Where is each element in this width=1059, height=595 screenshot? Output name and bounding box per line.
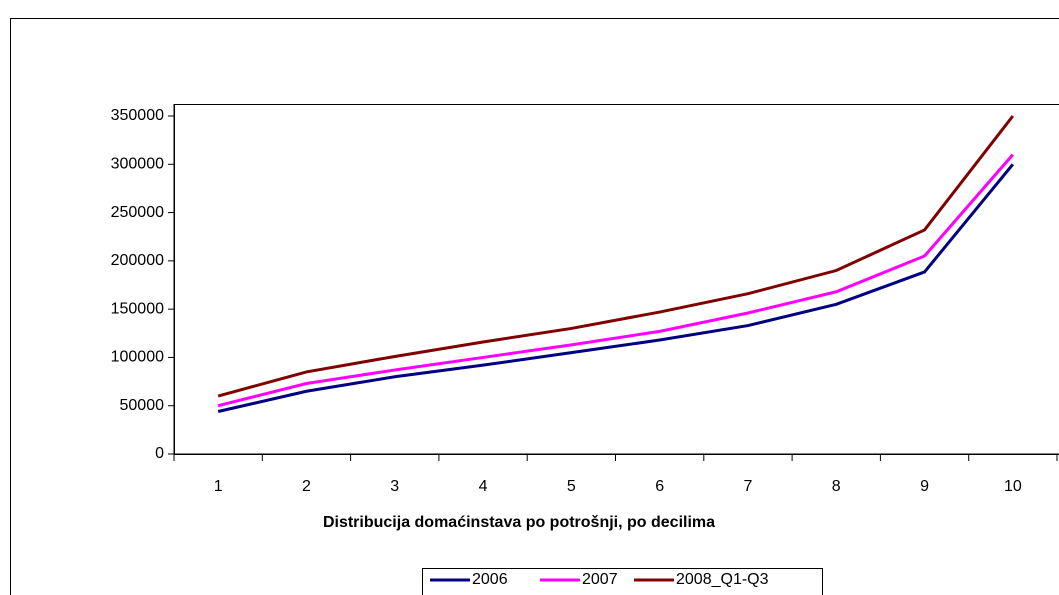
x-tick-label: 10 — [1004, 478, 1022, 495]
x-tick-label: 1 — [214, 478, 223, 495]
x-tick-label: 2 — [302, 478, 311, 495]
legend-label: 2006 — [472, 571, 508, 588]
legend-label: 2008_Q1-Q3 — [676, 571, 769, 588]
chart-frame — [10, 18, 1059, 595]
plot-frame — [174, 104, 1059, 455]
x-tick-label: 6 — [655, 478, 664, 495]
series-line — [217, 115, 1015, 398]
legend-box — [422, 568, 823, 595]
x-axis-title: Distribucija domaćinstava po potrošnji, … — [323, 514, 715, 531]
x-tick-label: 9 — [920, 478, 929, 495]
y-tick-label: 250000 — [111, 204, 164, 221]
x-tick-label: 7 — [743, 478, 752, 495]
legend-label: 2007 — [582, 571, 618, 588]
series-line — [217, 163, 1015, 413]
x-tick-label: 8 — [832, 478, 841, 495]
y-tick-label: 300000 — [111, 156, 164, 173]
y-tick-label: 0 — [155, 445, 164, 462]
x-tick-label: 4 — [479, 478, 488, 495]
y-tick-label: 100000 — [111, 349, 164, 366]
series-line — [217, 153, 1014, 408]
x-tick-label: 3 — [390, 478, 399, 495]
y-tick-label: 350000 — [111, 107, 164, 124]
x-tick-label: 5 — [567, 478, 576, 495]
y-tick-label: 200000 — [111, 252, 164, 269]
y-tick-label: 150000 — [111, 300, 164, 317]
y-tick-label: 50000 — [120, 397, 165, 414]
